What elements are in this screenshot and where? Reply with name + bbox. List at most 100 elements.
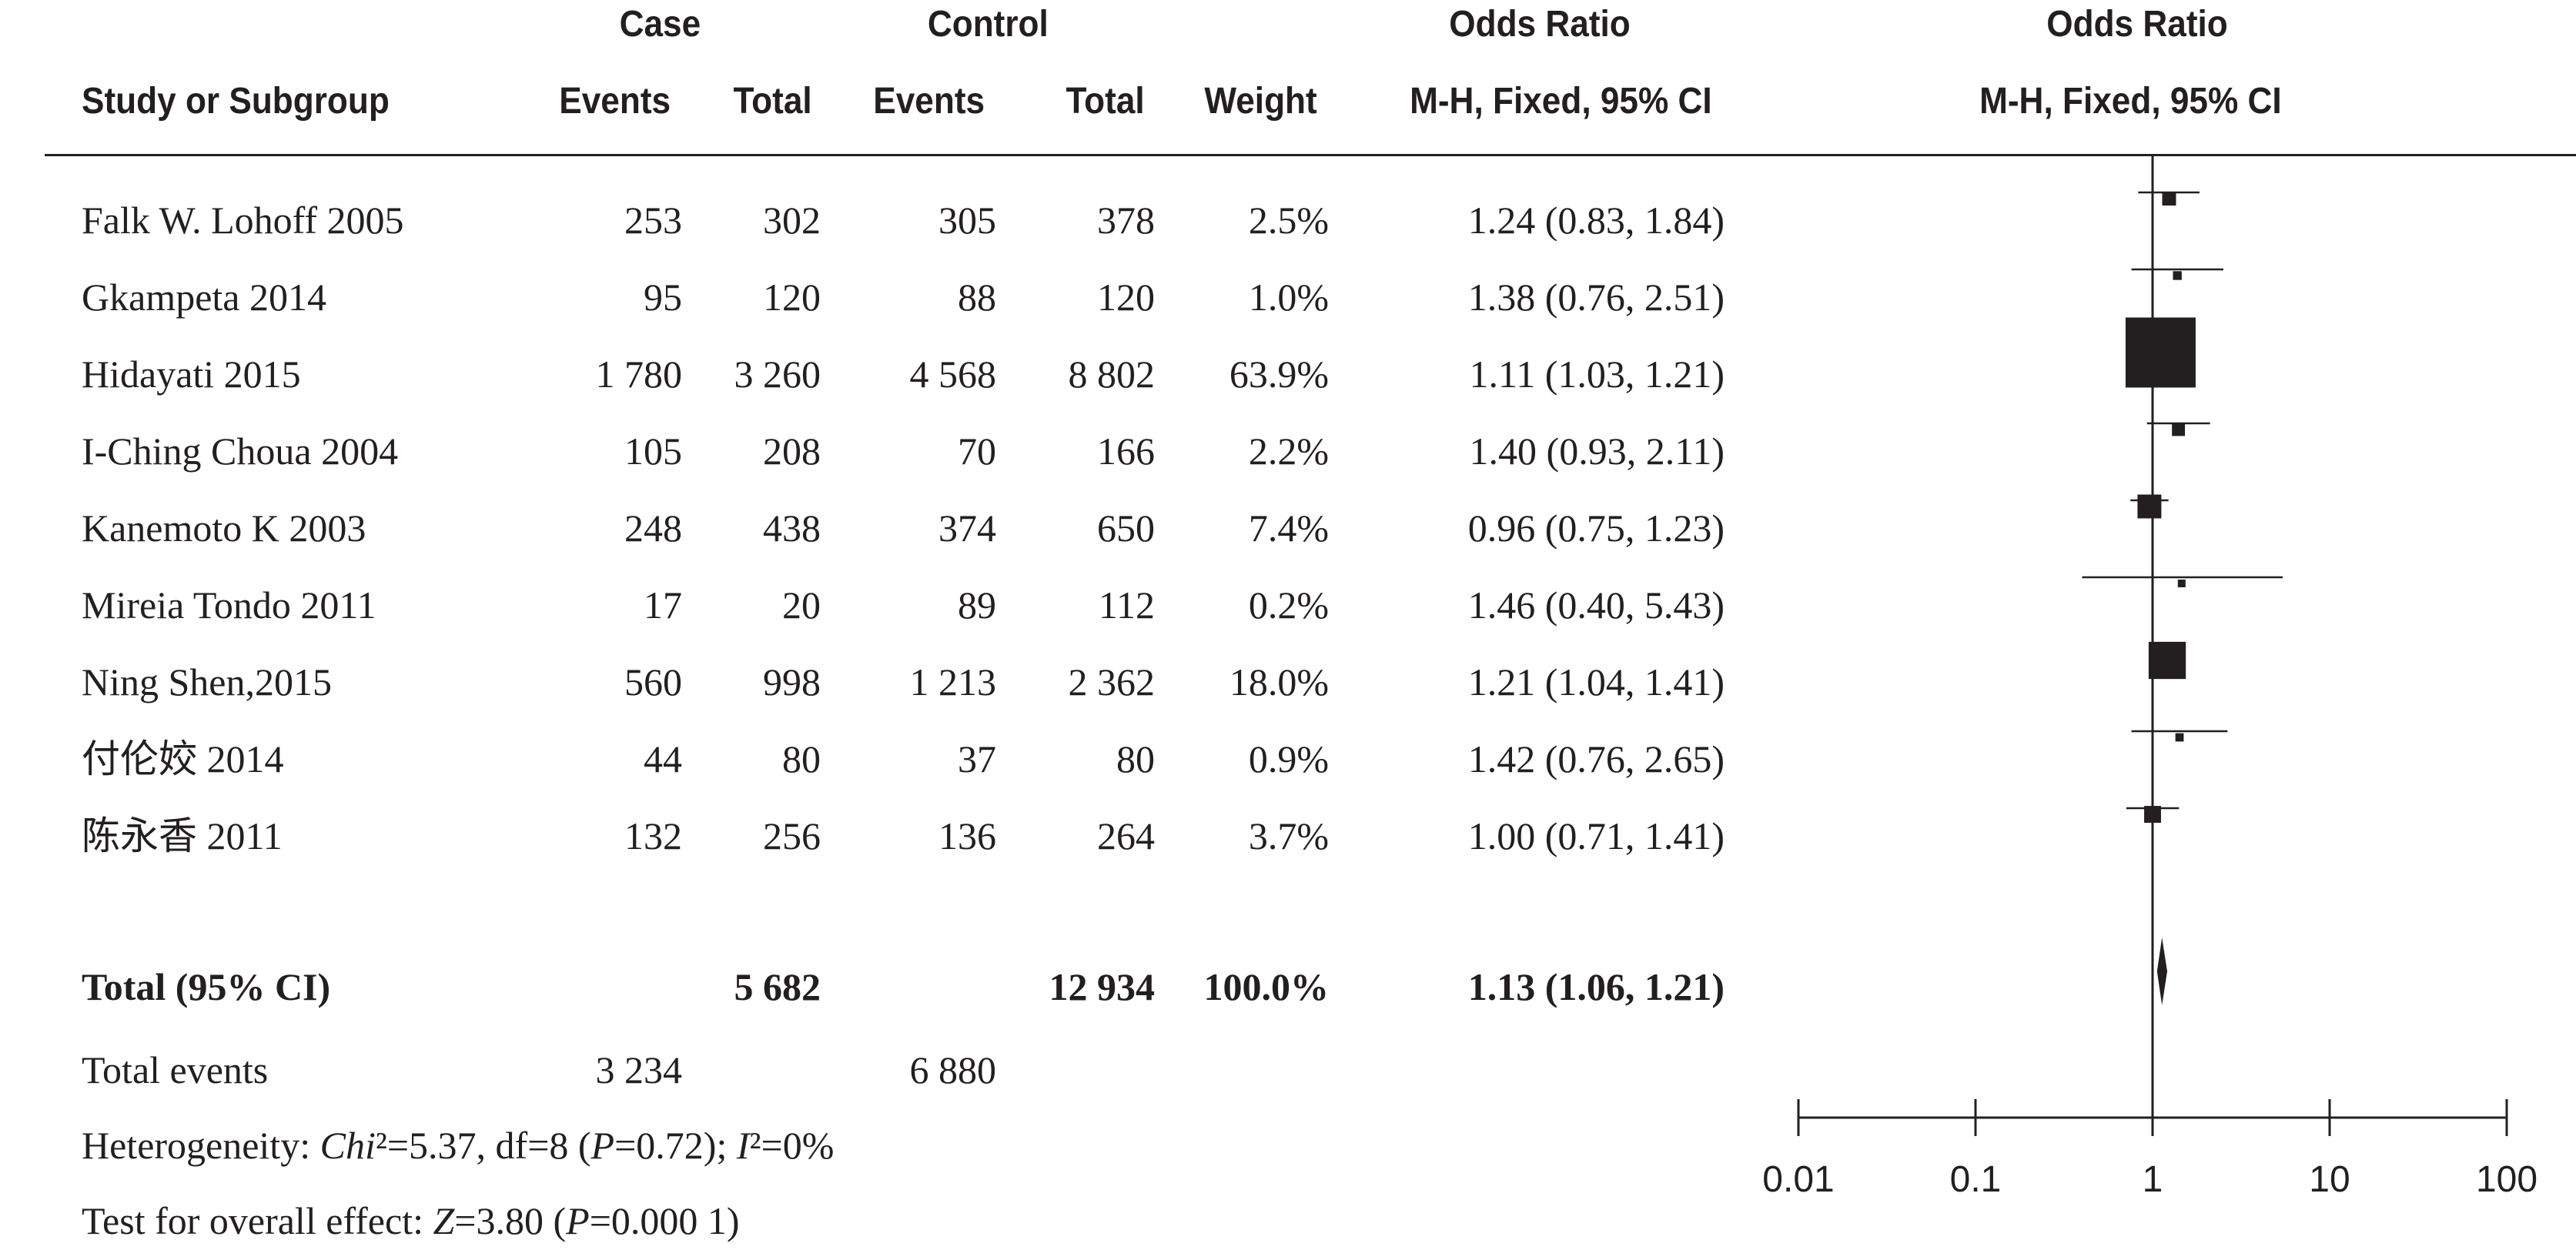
study-point — [2148, 641, 2186, 680]
control-total: 166 — [1097, 429, 1155, 473]
weight: 1.0% — [1248, 276, 1329, 319]
control-total: 650 — [1097, 506, 1155, 550]
control-total: 8 802 — [1068, 353, 1156, 396]
study-point — [2137, 494, 2162, 519]
weight: 3.7% — [1248, 814, 1329, 857]
case-events: 248 — [624, 506, 682, 550]
weight: 0.2% — [1248, 583, 1329, 627]
case-events-header: Events — [559, 81, 671, 122]
control-events: 88 — [958, 276, 996, 319]
odds-ratio-ci: 1.46 (0.40, 5.43) — [1467, 583, 1725, 627]
odds-ratio-ci: 1.00 (0.71, 1.41) — [1467, 814, 1725, 857]
case-events: 44 — [644, 737, 682, 780]
study-name: Falk W. Lohoff 2005 — [82, 199, 404, 242]
weight: 2.5% — [1248, 199, 1329, 242]
method-header: M-H, Fixed, 95% CI — [1410, 81, 1712, 122]
study-name: Ning Shen,2015 — [82, 660, 332, 704]
header-rule — [45, 154, 2576, 156]
study-name: Mireia Tondo 2011 — [82, 583, 376, 627]
case-total: 438 — [763, 506, 821, 550]
total-control-total: 12 934 — [1049, 965, 1156, 1008]
odds-ratio-ci: 1.11 (1.03, 1.21) — [1469, 353, 1725, 396]
odds-ratio-ci: 1.38 (0.76, 2.51) — [1467, 276, 1725, 319]
weight: 0.9% — [1248, 737, 1329, 780]
weight: 7.4% — [1248, 506, 1329, 550]
odds-ratio-ci: 0.96 (0.75, 1.23) — [1467, 506, 1725, 550]
control-events: 89 — [958, 583, 996, 627]
odds-ratio-ci: 1.42 (0.76, 2.65) — [1467, 737, 1725, 780]
odds-ratio-ci: 1.21 (1.04, 1.41) — [1467, 660, 1725, 704]
odds-ratio-ci: 1.24 (0.83, 1.84) — [1467, 199, 1725, 242]
case-total: 20 — [782, 583, 821, 627]
study-name: I-Ching Choua 2004 — [82, 429, 399, 473]
pooled-diamond — [2156, 938, 2168, 1005]
odds-ratio-ci: 1.40 (0.93, 2.11) — [1469, 429, 1725, 473]
control-events: 374 — [938, 506, 996, 550]
case-events: 105 — [624, 429, 682, 473]
study-point — [2162, 192, 2176, 206]
control-total: 120 — [1097, 276, 1155, 319]
case-events: 253 — [624, 199, 682, 242]
weight-header: Weight — [1204, 81, 1317, 122]
case-events: 95 — [644, 276, 682, 319]
case-events: 1 780 — [595, 353, 683, 396]
case-total: 998 — [763, 660, 821, 704]
case-total: 302 — [763, 199, 821, 242]
total-events-case: 3 234 — [595, 1048, 683, 1091]
heterogeneity-line: Heterogeneity: Chi²=5.37, df=8 (P=0.72);… — [82, 1124, 835, 1167]
weight: 2.2% — [1248, 429, 1329, 473]
case-total: 3 260 — [734, 353, 821, 396]
study-point — [2173, 271, 2182, 280]
control-events: 4 568 — [909, 353, 997, 396]
case-total: 80 — [782, 737, 821, 780]
control-events: 136 — [938, 814, 996, 857]
weight: 18.0% — [1229, 660, 1329, 704]
study-point — [2125, 317, 2196, 388]
x-tick-label: 10 — [2309, 1159, 2350, 1200]
control-events: 1 213 — [909, 660, 997, 704]
case-events: 560 — [624, 660, 682, 704]
overall-effect-line: Test for overall effect: Z=3.80 (P=0.000… — [82, 1199, 740, 1242]
x-tick-label: 1 — [2143, 1159, 2163, 1200]
case-events: 17 — [644, 583, 682, 627]
odds-ratio-header: Odds Ratio — [1449, 4, 1631, 45]
total-events-label: Total events — [82, 1048, 269, 1091]
control-total: 80 — [1116, 737, 1155, 780]
study-name: Hidayati 2015 — [82, 353, 301, 396]
plot-method-header: M-H, Fixed, 95% CI — [1979, 81, 2282, 122]
case-total: 120 — [763, 276, 821, 319]
control-total-header: Total — [1066, 81, 1145, 122]
study-name: 陈永香 2011 — [82, 814, 283, 857]
study-point — [2177, 580, 2186, 587]
study-point — [2175, 733, 2184, 742]
odds-ratio-plot-header: Odds Ratio — [2046, 4, 2228, 45]
case-total-header: Total — [733, 81, 812, 122]
study-name: Kanemoto K 2003 — [82, 506, 366, 550]
control-total: 112 — [1098, 583, 1155, 627]
control-events: 37 — [958, 737, 996, 780]
study-name: 付伦姣 2014 — [82, 737, 284, 780]
control-events: 70 — [958, 429, 996, 473]
case-group-header: Case — [619, 4, 701, 45]
study-column-header: Study or Subgroup — [82, 81, 390, 122]
total-weight: 100.0% — [1203, 965, 1330, 1008]
weight: 63.9% — [1229, 353, 1329, 396]
total-case-total: 5 682 — [734, 965, 821, 1008]
x-tick-label: 0.1 — [1950, 1159, 2002, 1200]
case-total: 208 — [763, 429, 821, 473]
control-total: 378 — [1097, 199, 1155, 242]
control-group-header: Control — [927, 4, 1049, 45]
control-total: 2 362 — [1068, 660, 1156, 704]
control-events: 305 — [938, 199, 996, 242]
case-total: 256 — [763, 814, 821, 857]
control-events-header: Events — [873, 81, 985, 122]
study-point — [2172, 423, 2186, 436]
control-total: 264 — [1097, 814, 1155, 857]
study-name: Gkampeta 2014 — [82, 276, 326, 319]
total-events-control: 6 880 — [909, 1048, 997, 1091]
case-events: 132 — [624, 814, 682, 857]
x-tick-label: 0.01 — [1762, 1159, 1834, 1200]
x-tick-label: 100 — [2476, 1159, 2538, 1200]
total-label: Total (95% CI) — [82, 965, 331, 1008]
